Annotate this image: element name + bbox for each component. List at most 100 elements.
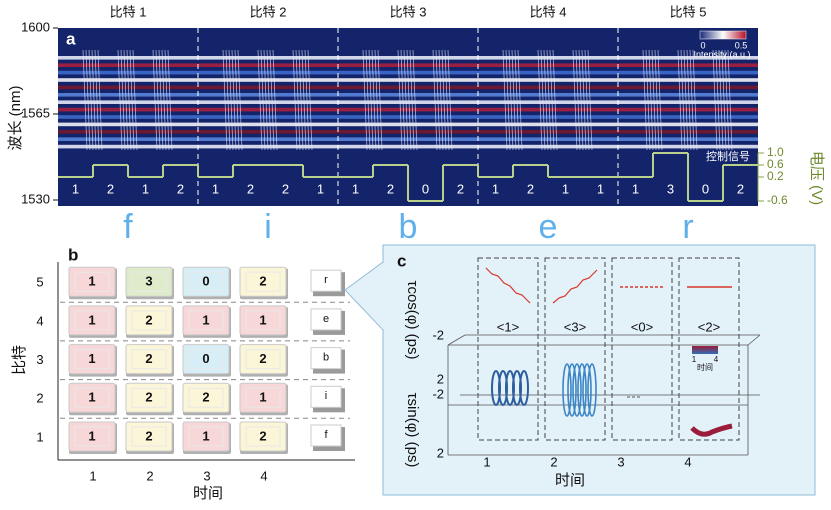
heatmap-fringe (234, 49, 240, 151)
letter-key (310, 424, 342, 447)
key-label: 1 (88, 428, 95, 443)
key-face (245, 310, 281, 331)
axis-frame (747, 334, 761, 346)
heatmap-fringe (645, 49, 651, 151)
signal-level: 1 (212, 181, 219, 196)
waveform (485, 267, 531, 304)
heatmap-fringe (152, 49, 158, 151)
heatmap-fringe (164, 49, 170, 151)
heatmap-fringe (537, 49, 543, 151)
heatmap-fringe (158, 49, 164, 151)
heatmap-fringe (715, 49, 721, 151)
decoded-letter: b (399, 208, 418, 246)
letter-key-label: b (323, 352, 329, 364)
x-tick-label: 2 (550, 454, 557, 469)
heatmap-fringe (371, 49, 377, 151)
signal-level: 2 (527, 181, 534, 196)
heatmap-fringe (543, 49, 549, 151)
key-label: 1 (88, 274, 95, 289)
heatmap-fringe (91, 49, 97, 151)
trajectory (587, 363, 597, 417)
y-tick-label: 1530 (21, 191, 50, 206)
y-tick-label: 1565 (21, 105, 50, 120)
trajectory (572, 363, 582, 417)
heatmap-fringe (266, 49, 272, 151)
heatmap-fringe (689, 49, 695, 151)
heatmap-stripe (58, 85, 758, 90)
heatmap-stripe (58, 100, 758, 104)
heatmap-fringe (292, 49, 298, 151)
state-box (611, 257, 673, 441)
heatmap-fringe (97, 49, 103, 151)
key-face (131, 426, 167, 447)
signal-level: 1 (492, 181, 499, 196)
colorbar (692, 346, 718, 354)
heatmap-fringe (587, 49, 593, 151)
key-label: 2 (145, 312, 152, 327)
signal-level: 1 (142, 181, 149, 196)
heatmap-fringe (692, 49, 698, 151)
x-axis-title: 时间 (193, 485, 223, 502)
key-face (188, 426, 224, 447)
x-tick-label: 4 (260, 468, 267, 483)
signal-level: 2 (737, 181, 744, 196)
heatmap-stripe (58, 122, 758, 127)
heatmap-fringe (225, 49, 231, 151)
heatmap-fringe (511, 49, 517, 151)
decoded-letter: i (264, 208, 272, 246)
signal-level: 2 (107, 181, 114, 196)
colorbar (699, 30, 747, 40)
heatmap-stripe (58, 56, 758, 60)
heatmap-fringe (651, 49, 657, 151)
colorbar-title: Intensity (a.u.) (693, 49, 750, 59)
y2-tick-label: 0.6 (767, 157, 784, 171)
key-label: 2 (259, 274, 266, 289)
heatmap-fringe (295, 49, 301, 151)
heatmap-fringe (727, 49, 733, 151)
key-face (74, 387, 110, 408)
heatmap-fringe (377, 49, 383, 151)
heatmap-fringe (447, 49, 453, 151)
heatmap-fringe (406, 49, 412, 151)
y-tick-label: 1 (36, 429, 43, 444)
letter-key-label: r (324, 274, 328, 286)
heatmap-fringe (578, 49, 584, 151)
letter-key (310, 385, 342, 408)
letter-key (310, 269, 342, 292)
heatmap-fringe (301, 49, 307, 151)
y-axis-title: 比特 (11, 345, 28, 375)
heatmap-fringe (94, 49, 100, 151)
heatmap-fringe (444, 49, 450, 151)
letter-key-label: i (325, 390, 327, 402)
y-tick-label: 2 (36, 391, 43, 406)
signal-level: 2 (247, 181, 254, 196)
y-axis-title: 波长 (nm) (7, 85, 24, 150)
heatmap-fringe (117, 49, 123, 151)
signal-level: 1 (352, 181, 359, 196)
key-face (245, 426, 281, 447)
state-box (544, 257, 606, 441)
heatmap-fringe (82, 49, 88, 151)
heatmap-fringe (683, 49, 689, 151)
key-face (131, 349, 167, 370)
trajectory (582, 363, 592, 417)
heatmap-fringe (365, 49, 371, 151)
heatmap-fringe (260, 49, 266, 151)
heatmap-fringe (654, 49, 660, 151)
signal-level: 2 (282, 181, 289, 196)
heatmap-fringe (677, 49, 683, 151)
heatmap-fringe (546, 49, 552, 151)
key-label: 2 (145, 390, 152, 405)
heatmap-fringe (712, 49, 718, 151)
heatmap-fringe (298, 49, 304, 151)
y-axis-title: τsin(φ) (ps) (404, 393, 421, 468)
heatmap-fringe (435, 49, 441, 151)
callout (344, 261, 384, 332)
key-face (188, 387, 224, 408)
heatmap (58, 49, 758, 151)
heatmap-fringe (228, 49, 234, 151)
tick-label: -2 (432, 327, 444, 342)
panel-c-frame (382, 244, 816, 496)
heatmap-fringe (307, 49, 313, 151)
